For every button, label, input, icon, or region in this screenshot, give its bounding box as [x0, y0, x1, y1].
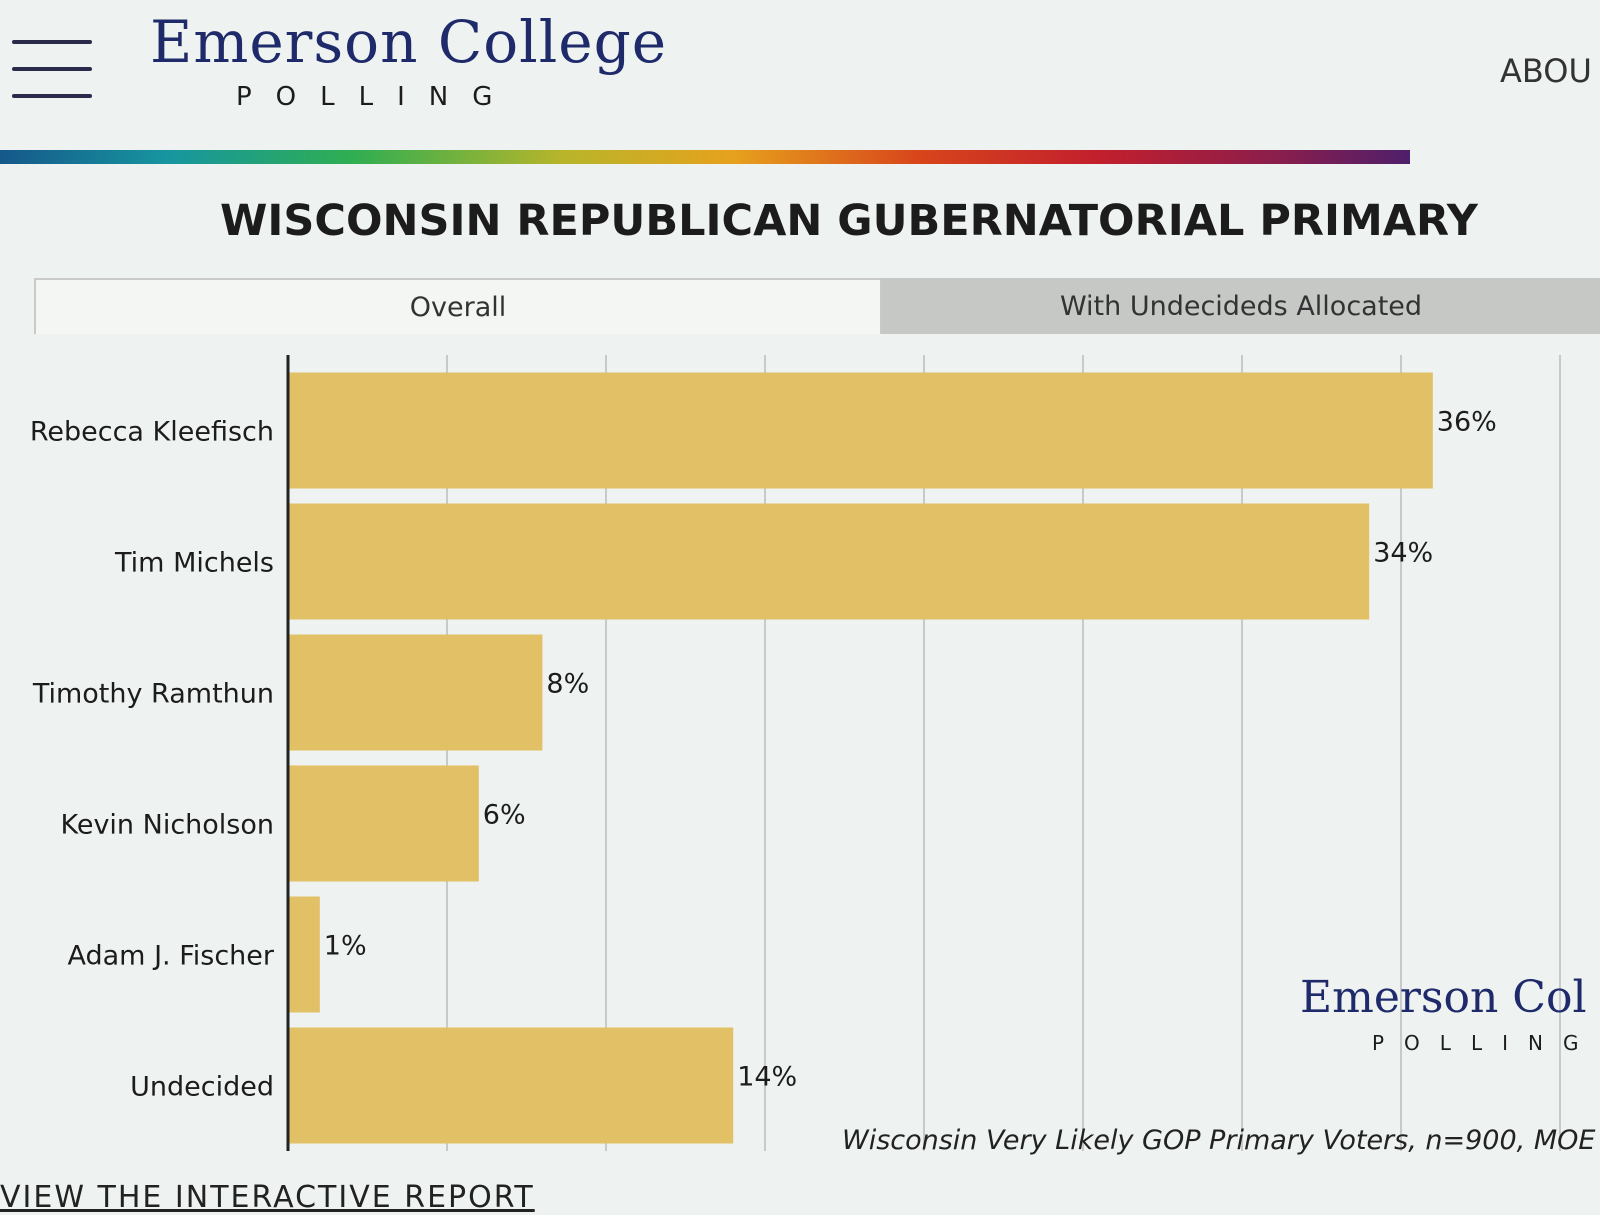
value-labels: 36% 34% 8% 6% 1% 14%	[324, 407, 1497, 1093]
value-label: 14%	[737, 1062, 797, 1093]
brand-name: Emerson College	[150, 8, 668, 76]
bar-chart: Rebecca Kleefisch Tim Michels Timothy Ramt…	[30, 355, 1561, 1151]
hamburger-menu-icon[interactable]	[12, 40, 92, 102]
tab-overall[interactable]: Overall	[34, 278, 882, 334]
value-label: 6%	[483, 800, 526, 831]
footer-brand-logo: Emerson Col POLLING	[1300, 972, 1598, 1055]
category-label: Undecided	[130, 1072, 274, 1103]
tab-undecideds-allocated[interactable]: With Undecideds Allocated	[882, 278, 1600, 334]
bar	[288, 1027, 734, 1144]
site-header: Emerson College POLLING ABOU	[0, 0, 1600, 175]
bars	[288, 372, 1433, 1144]
category-label: Tim Michels	[114, 548, 274, 579]
value-label: 36%	[1437, 407, 1497, 438]
bar	[288, 896, 320, 1013]
category-label: Timothy Ramthun	[32, 679, 274, 710]
sample-note: Wisconsin Very Likely GOP Primary Voters…	[842, 1125, 1596, 1156]
interactive-report-link[interactable]: VIEW THE INTERACTIVE REPORT	[0, 1180, 535, 1215]
category-label: Adam J. Fischer	[68, 941, 275, 972]
bar	[288, 503, 1370, 620]
footer-brand-subtitle: POLLING	[1372, 1031, 1599, 1055]
value-label: 8%	[546, 669, 589, 700]
category-labels: Rebecca Kleefisch Tim Michels Timothy Ramt…	[30, 417, 275, 1103]
bar	[288, 634, 543, 751]
value-label: 1%	[324, 931, 367, 962]
brand-subtitle: POLLING	[236, 82, 517, 112]
bar	[288, 765, 479, 882]
bar	[288, 372, 1433, 489]
brand-logo[interactable]: Emerson College POLLING	[150, 8, 667, 112]
nav-about-link[interactable]: ABOU	[1500, 52, 1592, 90]
chart-title: WISCONSIN REPUBLICAN GUBERNATORIAL PRIMA…	[220, 196, 1478, 246]
footer-brand-name: Emerson Col	[1300, 972, 1587, 1023]
rainbow-divider	[0, 150, 1410, 164]
value-label: 34%	[1373, 538, 1433, 569]
category-label: Kevin Nicholson	[60, 810, 274, 841]
category-label: Rebecca Kleefisch	[30, 417, 274, 448]
